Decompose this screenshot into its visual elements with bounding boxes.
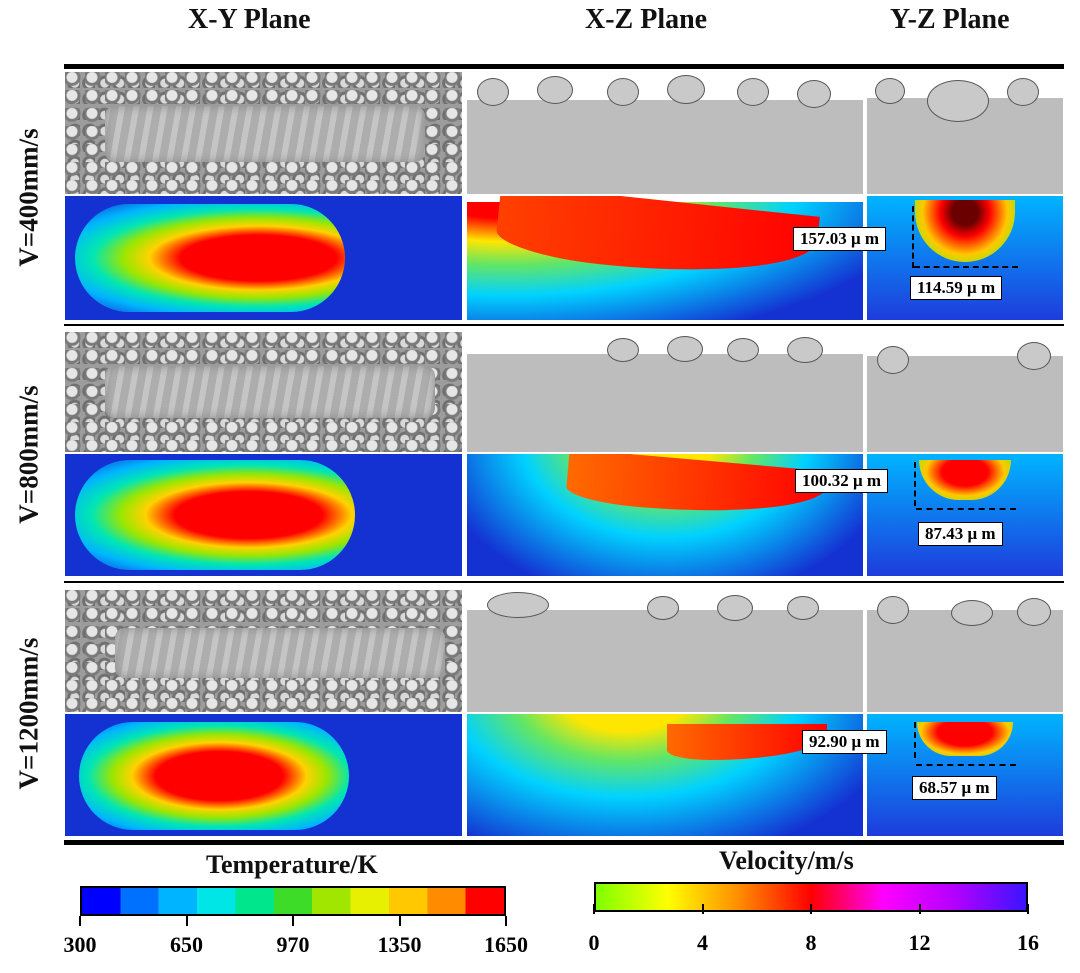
depth-label-800: 100.32 μ m: [795, 469, 889, 493]
velocity-tick-label: 4: [697, 930, 708, 955]
header-xy-plane: X-Y Plane: [188, 4, 311, 35]
header-yz-plane: Y-Z Plane: [890, 4, 1010, 35]
xz-morphology-1200: [467, 590, 863, 712]
width-label-800: 87.43 μ m: [918, 522, 1003, 546]
row-label-400: V=400mm/s: [13, 127, 44, 267]
yz-morphology-800: [867, 332, 1063, 452]
velocity-tick-label: 0: [588, 930, 600, 955]
yz-morphology-400: [867, 72, 1063, 194]
temperature-color-bar: [80, 886, 506, 916]
temperature-tick-mark: [505, 916, 507, 926]
depth-arrow-1200: [914, 722, 916, 758]
temperature-tick-label: 1650: [484, 932, 528, 957]
width-arrow-800: [916, 508, 1016, 510]
xy-temperature-1200: [65, 714, 462, 836]
temperature-tick-mark: [79, 916, 81, 926]
width-label-400: 114.59 μ m: [910, 276, 1003, 300]
velocity-tick-mark: [593, 904, 595, 914]
xy-temperature-400: [65, 196, 462, 320]
velocity-tick-label: 8: [805, 930, 817, 955]
depth-arrow-400: [912, 206, 914, 268]
yz-temperature-400: [867, 196, 1063, 320]
velocity-tick-mark: [1027, 904, 1029, 914]
yz-temperature-1200: [867, 714, 1063, 836]
yz-morphology-1200: [867, 590, 1063, 712]
temperature-tick-mark: [185, 916, 188, 926]
xz-temperature-1200: [467, 714, 863, 836]
temperature-bar-title: Temperature/K: [206, 850, 378, 879]
xy-morphology-800: [65, 332, 462, 452]
velocity-tick-mark: [701, 904, 704, 914]
width-arrow-400: [914, 266, 1018, 268]
temperature-tick-label: 1350: [377, 932, 422, 957]
temperature-tick-label: 970: [276, 932, 310, 957]
depth-arrow-800: [914, 462, 916, 506]
velocity-tick-label: 16: [1017, 930, 1039, 955]
depth-label-400: 157.03 μ m: [793, 227, 887, 251]
xz-morphology-400: [467, 72, 863, 194]
xy-temperature-800: [65, 454, 462, 576]
temperature-tick-mark: [398, 916, 401, 926]
yz-temperature-800: [867, 454, 1063, 576]
bottom-rule: [64, 840, 1064, 845]
xz-temperature-400: [467, 196, 863, 320]
velocity-tick-mark: [810, 904, 812, 914]
velocity-tick-label: 12: [908, 930, 931, 955]
width-label-1200: 68.57 μ m: [912, 776, 997, 800]
temperature-tick-label: 650: [170, 932, 203, 957]
temperature-tick-label: 300: [63, 932, 97, 957]
xz-morphology-800: [467, 332, 863, 452]
divider-rule-1: [64, 324, 1064, 326]
header-xz-plane: X-Z Plane: [585, 4, 708, 35]
velocity-bar-title: Velocity/m/s: [719, 846, 854, 875]
depth-label-1200: 92.90 μ m: [802, 730, 887, 754]
xy-morphology-400: [65, 72, 462, 194]
row-label-800: V=800mm/s: [13, 384, 44, 524]
top-rule: [64, 64, 1064, 69]
velocity-tick-mark: [918, 904, 921, 914]
divider-rule-2: [64, 581, 1064, 583]
temperature-tick-mark: [292, 916, 294, 926]
xy-morphology-1200: [65, 590, 462, 712]
width-arrow-1200: [916, 764, 1016, 766]
row-label-1200: V=1200mm/s: [13, 637, 44, 789]
